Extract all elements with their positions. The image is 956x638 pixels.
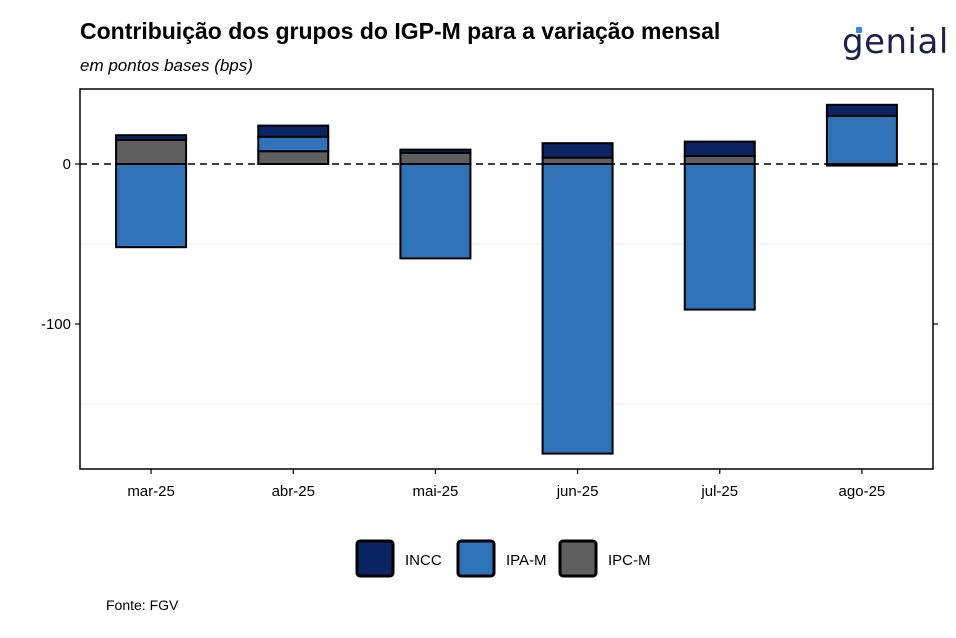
bar-ipc-m-jul-25 (683, 155, 756, 165)
bar-incc-mar-25 (115, 134, 188, 141)
x-tick-label-jun-25: jun-25 (556, 483, 599, 500)
bars-layer (115, 103, 898, 455)
x-tick-label-abr-25: abr-25 (272, 483, 315, 500)
chart-subtitle: em pontos bases (bps) (80, 56, 253, 75)
bar-ipa-m-jun-25 (541, 163, 614, 455)
legend: INCC IPA-M IPC-M (355, 539, 651, 578)
bar-incc-jun-25 (541, 142, 614, 159)
chart-title: Contribuição dos grupos do IGP-M para a … (80, 18, 721, 44)
x-tick-label-mar-25: mar-25 (127, 483, 175, 500)
legend-swatch-ipa-m (456, 539, 496, 578)
source-note: Fonte: FGV (106, 597, 179, 613)
bar-ipa-m-jul-25 (683, 163, 756, 311)
legend-label-incc: INCC (405, 552, 442, 569)
legend-label-ipc-m: IPC-M (608, 552, 651, 569)
logo-accent-icon (856, 27, 862, 33)
bar-ipc-m-mar-25 (115, 139, 188, 165)
bar-ipa-m-mai-25 (399, 163, 472, 260)
x-tick-label-ago-25: ago-25 (839, 483, 886, 500)
legend-swatch-ipc-m (558, 539, 598, 578)
x-axis: mar-25 abr-25 mai-25 jun-25 jul-25 ago-25 (127, 469, 885, 500)
bar-incc-ago-25 (825, 103, 898, 118)
y-axis: 0 -100 (41, 156, 938, 333)
bar-incc-jul-25 (683, 140, 756, 158)
y-tick-label--100: -100 (41, 316, 71, 333)
bar-ipa-m-abr-25 (257, 135, 330, 153)
x-tick-label-mai-25: mai-25 (412, 483, 458, 500)
legend-swatch-incc (355, 539, 395, 578)
bar-ipa-m-mar-25 (115, 163, 188, 249)
plot-frame (79, 88, 934, 470)
x-tick-label-jul-25: jul-25 (700, 483, 738, 500)
bar-incc-abr-25 (257, 124, 330, 138)
bar-ipc-m-mai-25 (399, 151, 472, 166)
bar-incc-mai-25 (399, 148, 472, 154)
bar-ipa-m-ago-25 (825, 115, 898, 165)
plot-grid (80, 243, 933, 405)
legend-label-ipa-m: IPA-M (506, 552, 547, 569)
y-tick-label-0: 0 (63, 156, 71, 173)
bar-ipc-m-abr-25 (257, 150, 330, 165)
